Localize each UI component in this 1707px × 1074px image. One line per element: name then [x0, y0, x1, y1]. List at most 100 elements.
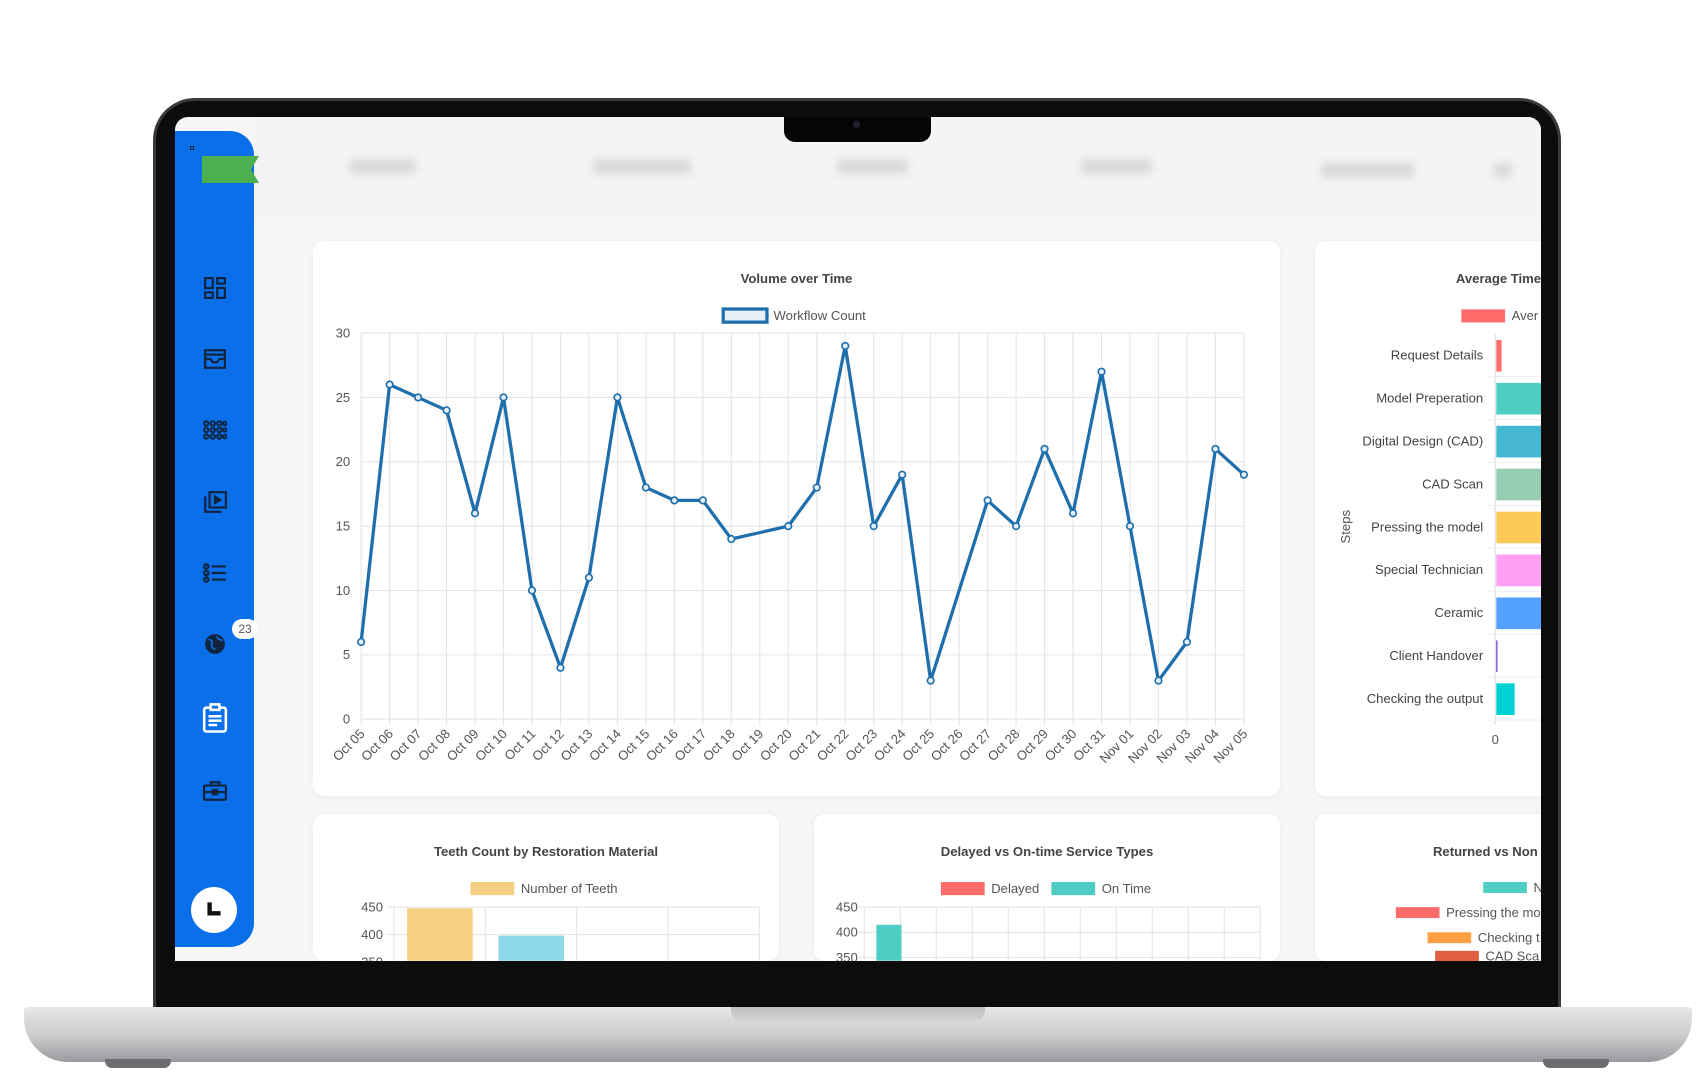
y-tick-label: Digital Design (CAD): [1362, 433, 1483, 448]
legend-label: Number of Teeth: [521, 881, 618, 896]
returned-vs-non-card: Returned vs Non N Pressing the mo Checking …: [1315, 814, 1541, 961]
bar: [1496, 339, 1502, 372]
laptop-foot: [105, 1059, 171, 1068]
date-range-input[interactable]: [1321, 163, 1414, 178]
y-tick-label: 450: [836, 900, 858, 915]
data-point: [869, 522, 878, 531]
inbox-icon: [203, 348, 226, 369]
data-point: [1182, 637, 1192, 647]
bar-on-time: [876, 924, 902, 961]
data-point: [983, 496, 992, 505]
nav-media[interactable]: [199, 486, 230, 517]
average-time-chart: Average Time Aver Steps Request Details Mode…: [1338, 271, 1541, 747]
data-point: [499, 393, 508, 402]
nav-workflows[interactable]: [199, 414, 230, 445]
filter-dropdown[interactable]: [350, 159, 416, 174]
data-point: [413, 393, 423, 402]
nav-globe[interactable]: 23: [199, 619, 258, 659]
filter-dropdown[interactable]: [1081, 159, 1152, 174]
y-tick-label: 10: [336, 583, 351, 598]
clipboard-icon: [202, 703, 227, 733]
filter-dropdown[interactable]: [837, 159, 908, 174]
logo-mark: [190, 146, 194, 150]
grid-dots-icon: [202, 419, 227, 440]
camera-icon: [853, 121, 860, 128]
filter-bar: [254, 117, 1541, 221]
dashboard-icon: [203, 276, 226, 299]
series-line-workflow-count: [359, 344, 1246, 683]
data-point: [1125, 522, 1135, 531]
legend-swatch: [721, 307, 769, 324]
data-point: [641, 483, 650, 492]
y-tick-label: Pressing the model: [1371, 519, 1483, 534]
data-point: [556, 663, 565, 672]
y-tick-label: 350: [361, 954, 383, 961]
y-tick-label: Special Technician: [1375, 562, 1483, 577]
data-point: [470, 509, 480, 518]
average-time-card: Average Time Aver Steps Request Details Mode…: [1315, 241, 1541, 796]
data-point: [1011, 522, 1021, 531]
data-point: [670, 496, 679, 505]
bar: [1496, 640, 1498, 673]
nav-list[interactable]: [199, 557, 230, 588]
legend-swatch: [1461, 309, 1506, 323]
legend-label: Workflow Count: [774, 308, 867, 323]
teeth-count-card: Teeth Count by Restoration Material Numbe…: [313, 814, 779, 961]
volume-over-time-card: Volume over Time Workflow Count 0 5 10 15 20 25…: [313, 241, 1280, 796]
x-tick-label: Oct 10: [472, 726, 510, 764]
nav-jobs[interactable]: [199, 775, 230, 806]
y-tick-label: 15: [336, 519, 351, 534]
data-point: [812, 483, 821, 492]
x-tick-label: 0: [1492, 732, 1499, 747]
data-point: [784, 522, 793, 531]
data-point: [527, 586, 537, 595]
nav-dashboard[interactable]: [199, 272, 230, 303]
calendar-icon[interactable]: [1494, 163, 1512, 178]
data-point: [698, 496, 707, 505]
y-tick-label: Request Details: [1391, 348, 1484, 363]
y-tick-label: CAD Scan: [1422, 476, 1483, 491]
legend-swatch: [1427, 932, 1472, 944]
delayed-vs-ontime-chart: Delayed vs On-time Service Types Delayed O…: [836, 844, 1261, 961]
screen: 23 Volume over Time Workflow Count 0 5 10 15 2…: [175, 117, 1541, 961]
nav-inbox[interactable]: [199, 343, 230, 374]
data-point: [1154, 676, 1163, 685]
user-avatar[interactable]: [191, 887, 237, 933]
data-point: [357, 637, 366, 647]
camera-notch: [784, 117, 931, 142]
y-tick-label: 5: [343, 647, 350, 662]
data-point: [1068, 509, 1078, 518]
laptop-base-notch: [731, 1007, 985, 1023]
data-point: [1040, 444, 1049, 454]
chart-title: Returned vs Non: [1433, 844, 1538, 859]
y-tick-label: 0: [343, 712, 350, 727]
legend-swatch: [1435, 950, 1479, 961]
y-tick-label: Checking the output: [1367, 691, 1484, 706]
data-point: [841, 341, 850, 351]
data-point: [1239, 470, 1249, 479]
y-tick-label: 30: [336, 325, 351, 340]
notification-badge: 23: [232, 619, 258, 639]
data-point: [926, 676, 935, 685]
y-tick-label: 20: [336, 454, 351, 469]
user-avatar-icon: [207, 902, 221, 916]
legend-label: N: [1533, 880, 1541, 895]
data-point: [442, 406, 451, 415]
video-library-icon: [203, 490, 227, 513]
delayed-vs-ontime-card: Delayed vs On-time Service Types Delayed O…: [814, 814, 1280, 961]
legend-swatch: [1483, 882, 1527, 893]
legend-label: Delayed: [991, 881, 1039, 896]
briefcase-icon: [202, 780, 227, 801]
legend-label: CAD Sca: [1485, 949, 1540, 961]
bar: [1496, 425, 1541, 458]
list-icon: [202, 562, 226, 583]
filter-dropdown[interactable]: [593, 159, 691, 174]
sidebar: 23: [175, 131, 259, 947]
y-axis-title: Steps: [1338, 509, 1353, 543]
nav-reports[interactable]: [199, 703, 230, 734]
globe-icon: [204, 633, 225, 654]
teeth-count-chart: Teeth Count by Restoration Material Numbe…: [361, 844, 760, 961]
returned-vs-non-chart: Returned vs Non N Pressing the mo Checking …: [1395, 844, 1541, 961]
y-tick-label: 450: [361, 900, 383, 915]
chart-title: Average Time: [1456, 271, 1541, 286]
